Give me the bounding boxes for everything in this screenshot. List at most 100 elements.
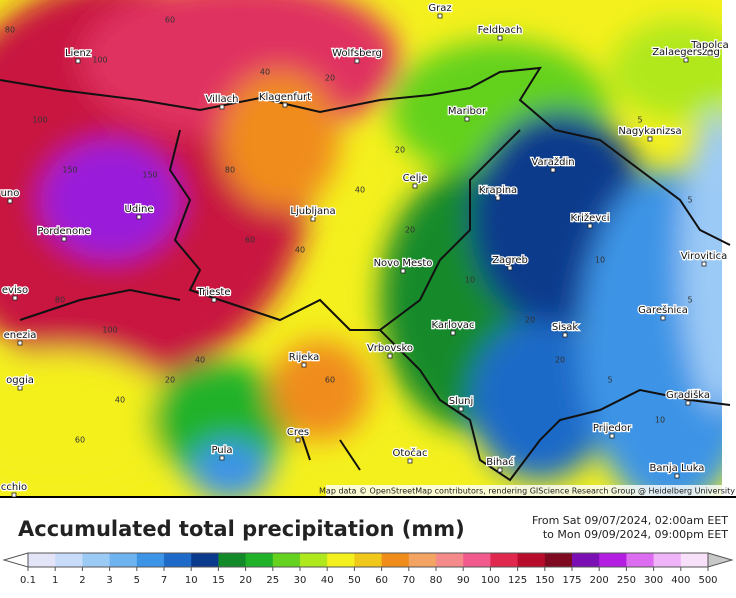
- contour-label: 40: [295, 246, 305, 255]
- colorbar-label: 40: [321, 575, 334, 586]
- city-label: Maribor: [448, 106, 487, 117]
- city-label: Otočac: [392, 447, 427, 459]
- colorbar-swatch: [245, 553, 274, 567]
- colorbar-swatch: [300, 553, 328, 567]
- colorbar-label: 1: [52, 575, 58, 586]
- city-label: Trieste: [197, 287, 231, 298]
- city-marker: [464, 116, 470, 122]
- city-label: cchio: [1, 482, 27, 493]
- colorbar-label: 5: [134, 575, 140, 586]
- contour-label: 40: [115, 396, 125, 405]
- colorbar-swatch: [109, 553, 138, 567]
- period-to: to Mon 09/09/2024, 09:00pm EET: [543, 528, 728, 541]
- contour-label: 80: [225, 166, 235, 175]
- city-marker: [12, 295, 18, 301]
- city-marker: [219, 455, 225, 461]
- city-marker: [387, 353, 393, 359]
- city-marker: [550, 167, 556, 173]
- city-marker: [301, 362, 307, 368]
- contour-label: 20: [165, 376, 175, 385]
- city-label: Banja Luka: [650, 463, 705, 474]
- contour-label: 10: [465, 276, 475, 285]
- city-marker: [75, 58, 81, 64]
- colorbar-swatch: [82, 553, 111, 567]
- colorbar-swatch: [327, 553, 355, 567]
- colorbar-label: 50: [348, 575, 361, 586]
- colorbar-label: 2: [79, 575, 85, 586]
- colorbar-swatch: [408, 553, 437, 567]
- city-label: enezia: [4, 330, 37, 341]
- city-label: Celje: [403, 173, 428, 184]
- city-marker: [310, 216, 316, 222]
- colorbar-label: 15: [212, 575, 225, 586]
- contour-label: 100: [92, 56, 107, 65]
- contour-label: 5: [637, 116, 642, 125]
- city-label: Varaždin: [531, 156, 574, 168]
- city-label: Feldbach: [478, 25, 523, 36]
- contour-label: 20: [525, 316, 535, 325]
- colorbar-label: 0.1: [20, 575, 36, 586]
- colorbar-high-end: [707, 552, 734, 568]
- contour-label: 20: [325, 74, 335, 83]
- colorbar-label: 175: [562, 575, 581, 586]
- colorbar-label: 30: [294, 575, 307, 586]
- city-marker: [685, 400, 691, 406]
- contour-label: 150: [142, 171, 157, 180]
- contour-label: 100: [102, 326, 117, 335]
- contour-label: 100: [32, 116, 47, 125]
- colorbar-swatch: [272, 553, 301, 567]
- colorbar-label: 125: [508, 575, 527, 586]
- contour-label: 5: [607, 376, 612, 385]
- colorbar-swatch: [599, 553, 627, 567]
- city-label: Cres: [287, 427, 309, 438]
- colorbar-label: 90: [457, 575, 470, 586]
- city-marker: [562, 332, 568, 338]
- contour-label: 60: [245, 236, 255, 245]
- contour-label: 80: [5, 26, 15, 35]
- colorbar-swatch: [28, 553, 56, 567]
- contour-label: 80: [55, 296, 65, 305]
- colorbar-swatch: [136, 553, 165, 567]
- colorbar-swatch: [164, 553, 192, 567]
- colorbar-label: 80: [430, 575, 443, 586]
- cities: Graz Lienz Wolfsberg Feldbach ZalaegerszegTa…: [0, 2, 730, 498]
- colorbar-swatch: [626, 553, 655, 567]
- contour-label: 150: [62, 166, 77, 175]
- colorbar-swatch: [572, 553, 600, 567]
- city-label: Karlovac: [431, 320, 474, 331]
- precipitation-field: Map data © OpenStreetMap contributors, r…: [0, 0, 736, 497]
- city-marker: [17, 340, 23, 346]
- colorbar-label: 100: [481, 575, 500, 586]
- city-marker: [707, 50, 713, 56]
- colorbar-label: 70: [402, 575, 415, 586]
- city-label: Zagreb: [492, 255, 528, 266]
- city-label: eviso: [2, 285, 28, 296]
- city-label: Tapolca: [690, 40, 728, 51]
- city-label: Rijeka: [289, 352, 319, 363]
- colorbar-label: 60: [375, 575, 388, 586]
- city-label: Novo Mesto: [374, 258, 433, 269]
- colorbar-swatch: [653, 553, 682, 567]
- city-marker: [458, 406, 464, 412]
- city-marker: [497, 467, 503, 473]
- contour-label: 60: [75, 436, 85, 445]
- contour-label: 60: [165, 16, 175, 25]
- city-marker: [136, 214, 142, 220]
- city-marker: [211, 297, 217, 303]
- colorbar-swatch: [463, 553, 491, 567]
- city-marker: [497, 35, 503, 41]
- attribution: Map data © OpenStreetMap contributors, r…: [319, 487, 735, 496]
- colorbar-frame: [27, 552, 709, 568]
- colorbar-swatch: [680, 553, 709, 567]
- colorbar-label: 25: [266, 575, 279, 586]
- city-label: Gradiška: [666, 389, 710, 401]
- borders: [0, 66, 731, 482]
- colorbar-swatch: [191, 553, 219, 567]
- city-label: Križevci: [570, 212, 609, 224]
- colorbar-label: 500: [698, 575, 717, 586]
- colorbar-label: 400: [671, 575, 690, 586]
- colorbar-label: 7: [161, 575, 167, 586]
- contour-labels: 80 100 60 40 20 100 150 80 60 40 20 10 5 5 10 20 40 20 5 10…: [5, 16, 693, 445]
- city-marker: [400, 268, 406, 274]
- city-marker: [7, 198, 13, 204]
